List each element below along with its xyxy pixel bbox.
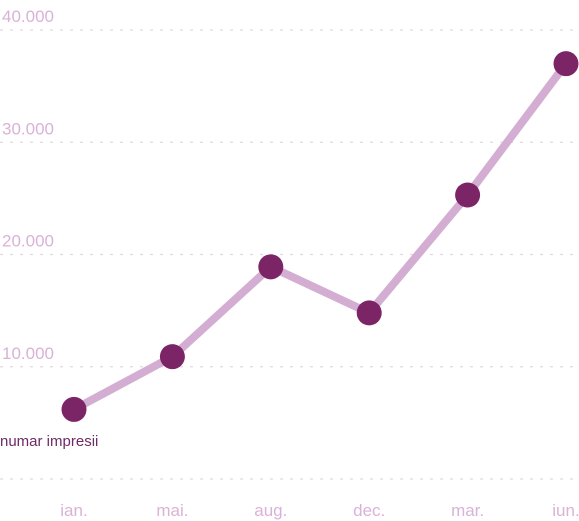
- y-tick-label: 30.000: [2, 119, 54, 138]
- x-tick-label: ian.: [60, 501, 87, 520]
- x-tick-label: iun.: [552, 501, 579, 520]
- data-point[interactable]: [455, 182, 481, 208]
- series-line: [70, 59, 570, 414]
- data-point[interactable]: [159, 344, 185, 370]
- series-layer: [61, 51, 579, 422]
- gridlines: [0, 29, 579, 480]
- y-tick-labels: 10.000 20.000 30.000 40.000: [2, 7, 54, 363]
- data-point[interactable]: [553, 51, 579, 77]
- x-tick-label: mar.: [451, 501, 484, 520]
- y-tick-label: 40.000: [2, 7, 54, 26]
- x-tick-label: mai.: [156, 501, 188, 520]
- data-point[interactable]: [258, 254, 284, 280]
- x-tick-label: aug.: [254, 501, 287, 520]
- x-tick-label: dec.: [353, 501, 385, 520]
- data-point[interactable]: [61, 396, 87, 422]
- y-axis-label: numar impresii: [0, 433, 98, 450]
- data-point[interactable]: [356, 300, 382, 326]
- y-tick-label: 20.000: [2, 232, 54, 251]
- x-tick-labels: ian. mai. aug. dec. mar. iun.: [60, 501, 579, 520]
- y-tick-label: 10.000: [2, 344, 54, 363]
